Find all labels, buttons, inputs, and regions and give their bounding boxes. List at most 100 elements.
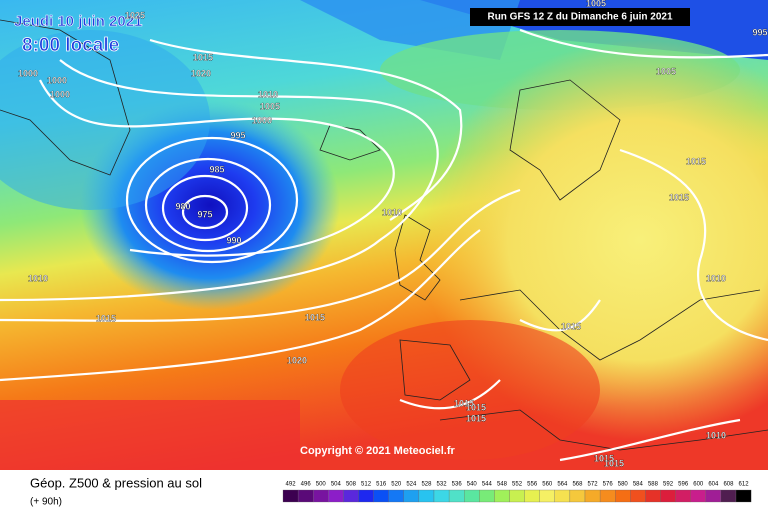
isobar-label: 1015 [193,52,213,62]
isobar-label: 1010 [382,207,402,217]
scale-swatch [433,489,450,503]
isobar-labels: 1025 1015 1020 1000 1000 1000 1010 1005 1000 995 9… [18,0,768,469]
scale-label: 532 [437,482,448,488]
isobar-label: 1025 [125,10,145,20]
isobar-label: 995 [752,27,767,37]
scale-label: 556 [527,482,538,488]
scale-swatch [313,489,329,503]
scale-swatch [373,489,389,503]
isobar-label: 1000 [47,75,67,85]
scale-swatch [282,489,299,503]
copyright: Copyright © 2021 Meteociel.fr [300,445,456,457]
scale-swatch [675,489,691,503]
isobar-label: 975 [197,209,212,219]
isobars [0,28,768,462]
scale-swatch [720,489,737,503]
scale-label: 500 [316,482,327,488]
isobar-label: 995 [230,130,245,140]
scale-label: 584 [633,482,644,488]
isobar-label: 1010 [28,273,48,283]
isobar-label: 1015 [594,453,614,463]
scale-swatch [630,489,646,503]
scale-swatch [660,489,676,503]
isobar-label: 1005 [260,101,280,111]
scale-swatch [358,489,374,503]
run-info: Run GFS 12 Z du Dimanche 6 juin 2021 [487,12,672,23]
scale-swatch [705,489,722,503]
isobar-label: 990 [226,235,241,245]
scale-swatch [524,489,540,503]
scale-swatch [297,489,314,503]
isobar-label: 1015 [669,192,689,202]
scale-label: 536 [452,482,463,488]
isobar-label: 1000 [252,115,272,125]
scale-swatch [645,489,661,503]
scale-label: 524 [406,482,417,488]
scale-label: 564 [557,482,568,488]
scale-swatch [448,489,465,503]
scale-label: 588 [648,482,659,488]
scale-label: 528 [421,482,432,488]
isobar-label: 1015 [454,398,474,408]
isobar-label: 1005 [586,0,606,8]
scale-label: 516 [376,482,387,488]
isobar-label: 1000 [50,89,70,99]
run-box [470,8,690,26]
scale-label: 604 [708,482,719,488]
isobar-label: 1015 [466,402,486,412]
isobar-label: 980 [175,201,190,211]
scale-label: 496 [301,482,312,488]
isobar-label: 1020 [191,68,211,78]
scale-swatch [735,489,752,503]
scale-swatch [509,489,525,503]
coastlines [0,19,768,451]
isobar-label: 1015 [96,313,116,323]
scale-label: 576 [603,482,614,488]
scale-swatch [464,489,480,503]
scale-label: 592 [663,482,674,488]
scale-swatch [615,489,631,503]
field [0,0,768,470]
isobar-label: 985 [209,164,224,174]
scale-swatch [479,489,495,503]
isobar-label: 1015 [305,312,325,322]
isobar-label: 1010 [706,273,726,283]
scale-label: 520 [391,482,402,488]
scale-label: 608 [723,482,734,488]
scale-label: 548 [497,482,508,488]
scale-label: 600 [693,482,704,488]
forecast-time: 8:00 locale [22,35,119,56]
scale-label: 572 [588,482,599,488]
isobar-label: 1020 [287,355,307,365]
scale-swatch [584,489,601,503]
forecast-date: Jeudi 10 juin 2021 [14,13,142,30]
scale-label: 540 [467,482,478,488]
color-scale: 492 496 500 504 508 512 516 520 524 528 532 536 540 5… [282,482,752,503]
isobar-label: 1015 [604,458,624,468]
scale-label: 580 [618,482,629,488]
isobar-label: 1010 [258,89,278,99]
isobar-label: 1005 [656,66,676,76]
isobar-label: 1015 [686,156,706,166]
scale-label: 492 [286,482,297,488]
scale-label: 596 [678,482,689,488]
scale-label: 552 [512,482,523,488]
isobar-label: 1010 [706,430,726,440]
scale-swatch [690,489,706,503]
scale-label: 544 [482,482,493,488]
scale-label: 612 [739,482,750,488]
scale-swatch [328,489,344,503]
scale-label: 508 [346,482,357,488]
isobar-label: 1015 [466,413,486,423]
scale-swatch [569,489,586,503]
footer-lead: (+ 90h) [30,497,62,508]
scale-swatch [554,489,571,503]
isobar-label: 1000 [18,68,38,78]
scale-label: 512 [361,482,372,488]
scale-swatch [388,489,404,503]
isobar-label: 1015 [561,321,581,331]
scale-swatch [494,489,510,503]
scale-swatch [599,489,616,503]
scale-swatch [539,489,555,503]
